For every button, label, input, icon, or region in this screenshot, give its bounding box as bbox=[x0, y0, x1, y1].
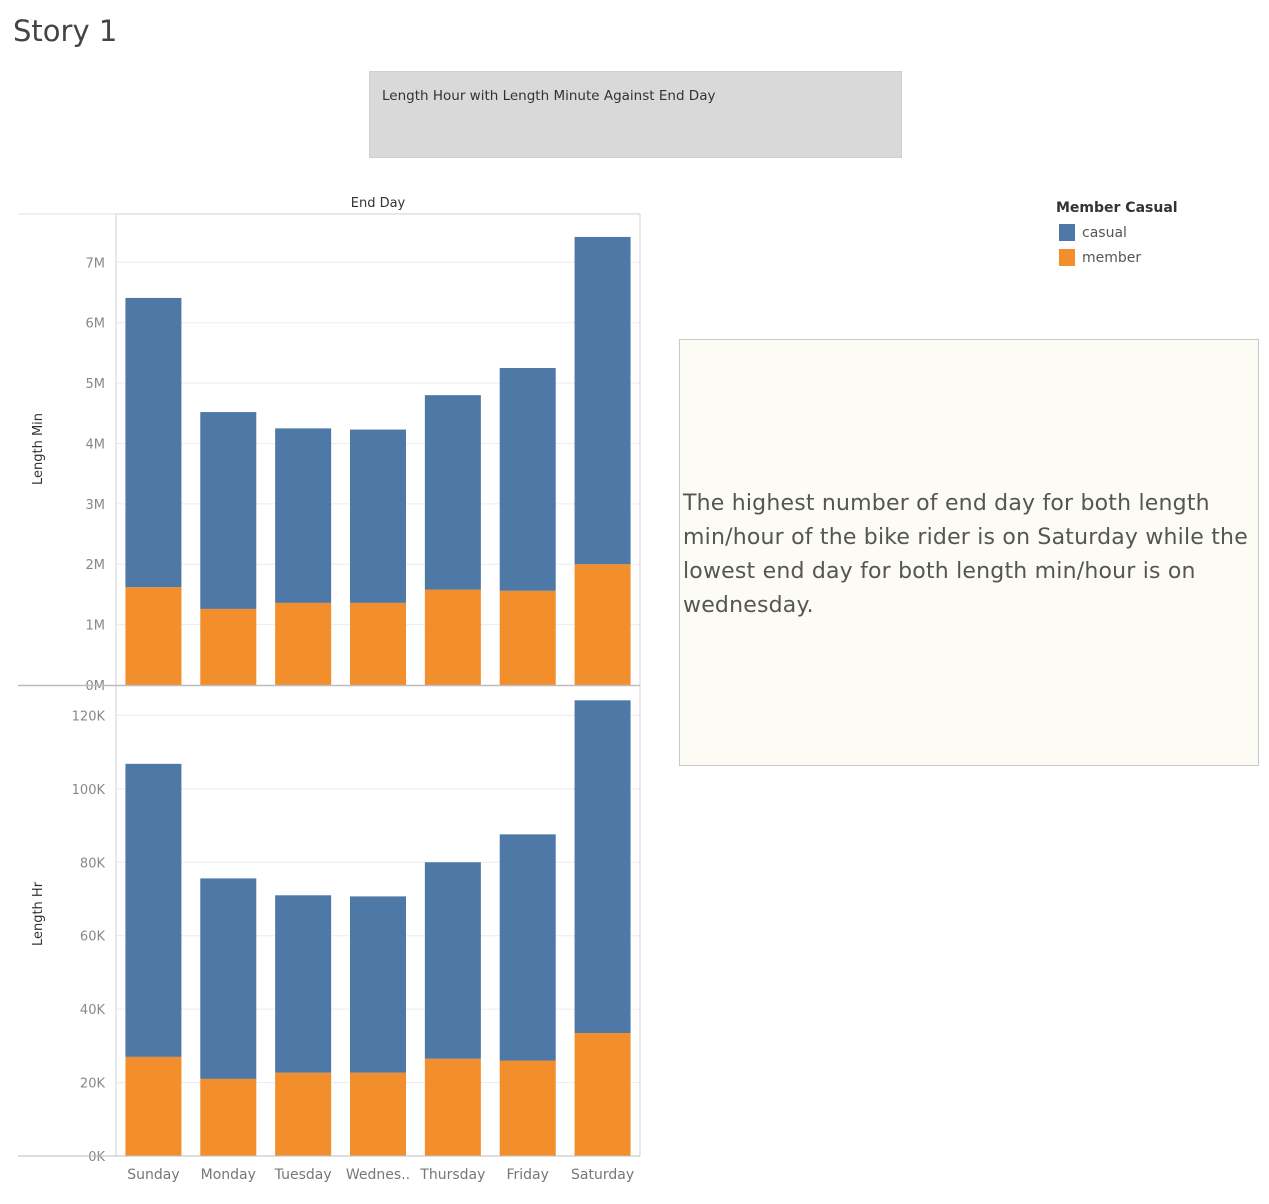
bar-member-0-3 bbox=[350, 602, 406, 685]
y-tick-label-0-3: 3M bbox=[86, 498, 106, 513]
bar-member-1-6 bbox=[574, 1032, 631, 1156]
stacked-bar-chart: End Day 0M 1M 2M 3M 4M 5M 6M 7M Length Min 0K 20K 40… bbox=[18, 196, 641, 1183]
bar-casual-0-1 bbox=[200, 412, 257, 609]
legend-swatch-casual bbox=[1059, 224, 1075, 241]
y-tick-label-0-6: 6M bbox=[86, 317, 106, 332]
x-tick-label-6: Saturday bbox=[571, 1167, 634, 1183]
y-tick-label-0-5: 5M bbox=[86, 377, 106, 392]
bar-casual-0-4 bbox=[424, 395, 481, 590]
bar-casual-1-4 bbox=[424, 862, 481, 1059]
y-tick-label-0-0: 0M bbox=[86, 679, 106, 694]
legend-label-member: member bbox=[1082, 249, 1142, 266]
bar-member-1-5 bbox=[499, 1060, 556, 1156]
bar-member-1-0 bbox=[125, 1056, 182, 1156]
bar-casual-1-6 bbox=[574, 700, 631, 1033]
bar-casual-0-5 bbox=[499, 367, 556, 591]
bar-member-0-6 bbox=[574, 564, 631, 685]
y-tick-label-1-4: 80K bbox=[80, 856, 106, 871]
bar-member-1-1 bbox=[200, 1078, 257, 1156]
bar-casual-0-6 bbox=[574, 236, 631, 565]
legend-title: Member Casual bbox=[1056, 200, 1178, 216]
x-tick-label-1: Monday bbox=[201, 1167, 256, 1183]
story-point-caption[interactable]: Length Hour with Length Minute Against E… bbox=[369, 71, 902, 158]
bar-casual-0-3 bbox=[350, 429, 406, 603]
x-tick-label-5: Friday bbox=[506, 1167, 548, 1183]
legend-swatch-member bbox=[1059, 249, 1075, 266]
y-tick-label-1-3: 60K bbox=[80, 930, 106, 945]
y-tick-label-1-2: 40K bbox=[80, 1003, 106, 1018]
y-tick-label-1-0: 0K bbox=[88, 1150, 105, 1165]
y-tick-label-0-1: 1M bbox=[86, 619, 106, 634]
y-tick-label-0-2: 2M bbox=[86, 558, 106, 573]
y-tick-label-0-4: 4M bbox=[86, 437, 106, 452]
y-tick-label-1-5: 100K bbox=[72, 783, 106, 798]
bar-member-1-3 bbox=[350, 1072, 406, 1156]
legend: Member Casual casual member bbox=[1056, 200, 1178, 270]
x-tick-label-2: Tuesday bbox=[274, 1167, 332, 1183]
y-tick-label-1-6: 120K bbox=[72, 709, 106, 724]
y-axis-title-1: Length Hr bbox=[31, 881, 46, 946]
legend-label-casual: casual bbox=[1082, 224, 1127, 241]
y-tick-label-0-7: 7M bbox=[86, 256, 106, 271]
bar-member-0-2 bbox=[275, 602, 332, 685]
bar-casual-1-1 bbox=[200, 878, 257, 1079]
x-tick-label-3: Wednes.. bbox=[346, 1167, 410, 1183]
annotation-box: The highest number of end day for both l… bbox=[679, 339, 1259, 766]
bar-member-1-2 bbox=[275, 1072, 332, 1156]
bar-member-1-4 bbox=[424, 1058, 481, 1156]
bar-casual-1-5 bbox=[499, 834, 556, 1061]
x-tick-label-4: Thursday bbox=[419, 1167, 485, 1183]
caption-text: Length Hour with Length Minute Against E… bbox=[382, 88, 716, 104]
legend-item-member[interactable]: member bbox=[1056, 245, 1178, 270]
bar-member-0-5 bbox=[499, 590, 556, 685]
y-tick-label-1-1: 20K bbox=[80, 1077, 106, 1092]
bar-casual-1-0 bbox=[125, 763, 182, 1057]
bar-casual-0-0 bbox=[125, 297, 182, 588]
bar-member-0-0 bbox=[125, 587, 182, 685]
column-header: End Day bbox=[351, 196, 406, 211]
bar-casual-0-2 bbox=[275, 428, 332, 603]
bar-member-0-4 bbox=[424, 589, 481, 685]
story-title: Story 1 bbox=[13, 14, 118, 48]
legend-item-casual[interactable]: casual bbox=[1056, 220, 1178, 245]
bar-member-0-1 bbox=[200, 608, 257, 685]
bar-casual-1-3 bbox=[350, 896, 406, 1073]
bar-casual-1-2 bbox=[275, 895, 332, 1073]
y-axis-title-0: Length Min bbox=[31, 413, 46, 485]
x-tick-label-0: Sunday bbox=[127, 1167, 179, 1183]
annotation-text: The highest number of end day for both l… bbox=[683, 491, 1248, 618]
